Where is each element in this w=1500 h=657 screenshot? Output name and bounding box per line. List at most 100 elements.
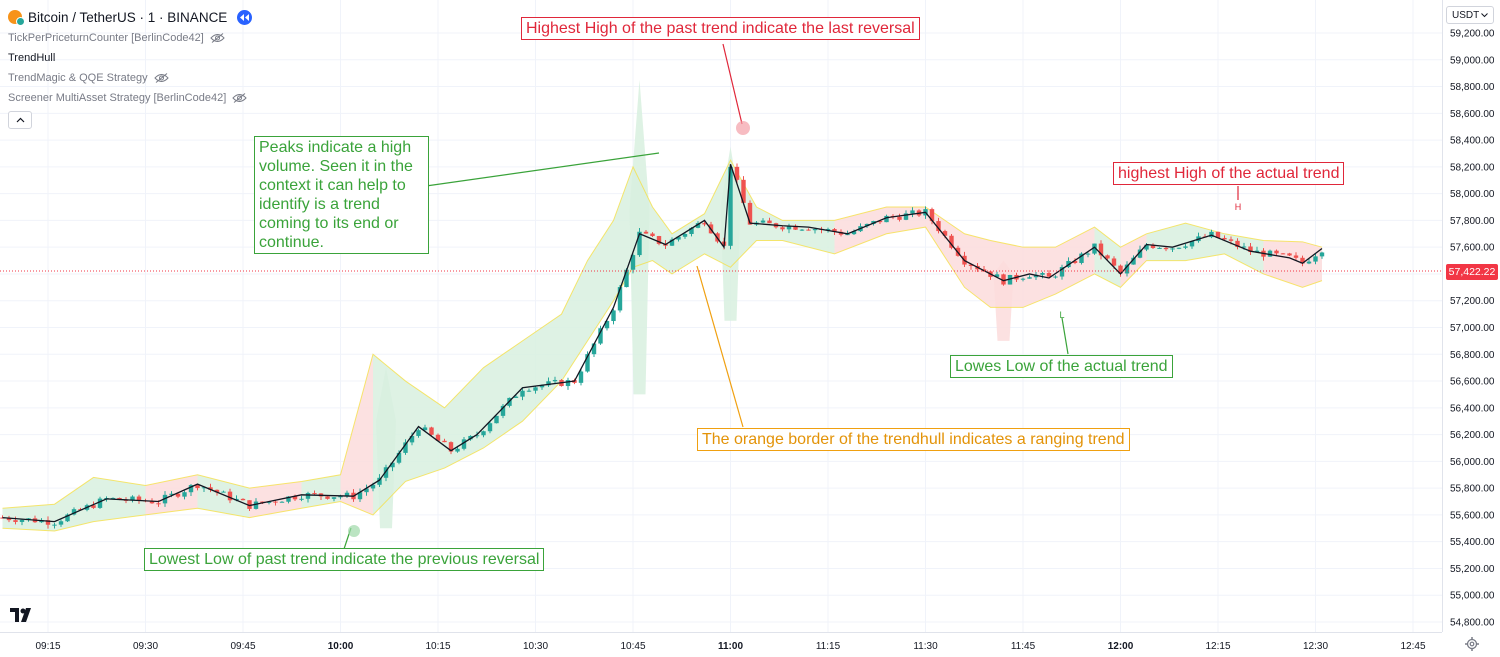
gear-icon xyxy=(1465,637,1479,651)
annotation-lowes-low-actual[interactable]: Lowes Low of the actual trend xyxy=(950,355,1173,378)
candle-body xyxy=(825,229,831,231)
price-axis-label: 58,000.00 xyxy=(1450,189,1495,200)
time-axis-label: 12:00 xyxy=(1108,641,1134,652)
candle-body xyxy=(1319,252,1325,257)
annotation-highest-high-past[interactable]: Highest High of the past trend indicate … xyxy=(521,17,920,40)
candle-body xyxy=(546,381,551,386)
candle-body xyxy=(1092,243,1097,254)
candle-body xyxy=(1170,248,1175,250)
price-axis-label: 59,200.00 xyxy=(1450,29,1495,40)
candle-body xyxy=(331,497,337,499)
indicator-label: TrendHull xyxy=(8,52,56,64)
candle-body xyxy=(195,485,200,489)
annotation-peaks[interactable]: Peaks indicate a high volume. Seen it in… xyxy=(254,136,429,254)
replay-icon[interactable] xyxy=(237,9,253,25)
collapse-legend-button[interactable] xyxy=(8,111,32,129)
candle-body xyxy=(182,492,187,497)
candle-body xyxy=(552,379,558,382)
candle-body xyxy=(253,501,259,509)
eye-off-icon[interactable] xyxy=(232,93,247,103)
candle-body xyxy=(208,487,213,490)
candle-body xyxy=(637,231,642,256)
eye-off-icon[interactable] xyxy=(210,33,225,43)
price-axis-label: 54,800.00 xyxy=(1450,618,1495,629)
candle-body xyxy=(591,343,597,355)
candle-body xyxy=(1228,239,1234,241)
candle-body xyxy=(422,427,428,431)
price-axis-label: 56,000.00 xyxy=(1450,457,1495,468)
indicator-row[interactable]: TrendMagic & QQE Strategy xyxy=(8,68,252,88)
time-axis-label: 10:30 xyxy=(523,641,548,652)
candle-body xyxy=(344,492,350,497)
currency-select[interactable]: USDT xyxy=(1446,6,1494,24)
trend-zigzag xyxy=(2,163,1323,523)
indicator-row[interactable]: TickPerPriceturnCounter [BerlinCode42] xyxy=(8,28,252,48)
tradingview-logo[interactable] xyxy=(10,606,36,627)
settings-button[interactable] xyxy=(1464,636,1480,652)
candle-body xyxy=(214,489,220,493)
hull-segment xyxy=(925,207,965,288)
candle-body xyxy=(1105,255,1110,259)
candle-body xyxy=(1007,274,1013,285)
price-axis-label: 58,800.00 xyxy=(1450,82,1495,93)
hull-segment xyxy=(483,340,523,448)
candle-body xyxy=(799,229,805,231)
candle-body xyxy=(500,405,506,416)
candle-body xyxy=(201,487,207,489)
indicator-row[interactable]: Screener MultiAsset Strategy [BerlinCode… xyxy=(8,88,252,108)
candle-body xyxy=(442,440,447,443)
marker-l: L xyxy=(1059,310,1064,320)
candle-body xyxy=(221,491,226,493)
hull-segment xyxy=(1263,240,1303,288)
annotation-highest-high-actual[interactable]: highest High of the actual trend xyxy=(1113,162,1345,185)
eye-off-icon[interactable] xyxy=(153,73,169,83)
candle-body xyxy=(936,221,941,232)
candle-body xyxy=(487,423,493,432)
candle-body xyxy=(1163,247,1169,250)
candle-body xyxy=(793,225,798,230)
annotation-orange-border[interactable]: The orange border of the trendhull indic… xyxy=(697,428,1130,451)
candle-body xyxy=(832,229,837,232)
price-axis-label: 57,800.00 xyxy=(1450,216,1495,227)
indicator-row[interactable]: TrendHull xyxy=(8,48,252,68)
candle-body xyxy=(812,228,818,231)
candle-body xyxy=(903,213,909,220)
candle-body xyxy=(760,220,766,223)
price-axis-label: 55,800.00 xyxy=(1450,484,1495,495)
annotation-lowest-low-past[interactable]: Lowest Low of past trend indicate the pr… xyxy=(144,548,545,571)
hull-upper-border xyxy=(2,159,1323,509)
candle-body xyxy=(1293,255,1299,258)
price-axis-label: 56,400.00 xyxy=(1450,403,1495,414)
lowest-low-past-marker xyxy=(348,525,360,537)
candle-body xyxy=(494,415,499,424)
price-axis-label: 58,200.00 xyxy=(1450,162,1495,173)
orange-border-connector xyxy=(696,265,744,428)
candle-body xyxy=(45,520,51,525)
candle-body xyxy=(689,227,694,234)
candle-body xyxy=(695,223,701,228)
time-axis-label: 12:15 xyxy=(1205,641,1230,652)
indicator-label: TickPerPriceturnCounter [BerlinCode42] xyxy=(8,32,204,44)
time-axis[interactable]: 09:15 09:30 09:45 10:00 10:15 10:30 10:45 11:00… xyxy=(35,641,1425,652)
candle-body xyxy=(565,380,571,387)
symbol-row[interactable]: Bitcoin / TetherUS · 1 · BINANCE xyxy=(8,6,253,28)
candle-body xyxy=(338,496,343,498)
candle-body xyxy=(1118,265,1123,274)
candle-body xyxy=(286,496,291,502)
candle-body xyxy=(1248,246,1253,253)
hull-segment xyxy=(249,481,302,518)
price-axis[interactable]: 59,200.00 59,000.00 58,800.00 58,600.00 58,4… xyxy=(1450,29,1495,629)
time-axis-label: 11:15 xyxy=(816,641,841,652)
candle-body xyxy=(949,235,954,248)
indicator-label: TrendMagic & QQE Strategy xyxy=(8,72,148,84)
candle-body xyxy=(539,385,545,388)
time-axis-label: 12:45 xyxy=(1400,641,1425,652)
candle-body xyxy=(130,496,135,501)
candle-body xyxy=(1046,273,1052,277)
candle-body xyxy=(994,274,1000,277)
candle-body xyxy=(1176,247,1182,249)
candle-body xyxy=(97,498,103,508)
candle-body xyxy=(1124,264,1130,274)
candle-body xyxy=(292,496,298,500)
